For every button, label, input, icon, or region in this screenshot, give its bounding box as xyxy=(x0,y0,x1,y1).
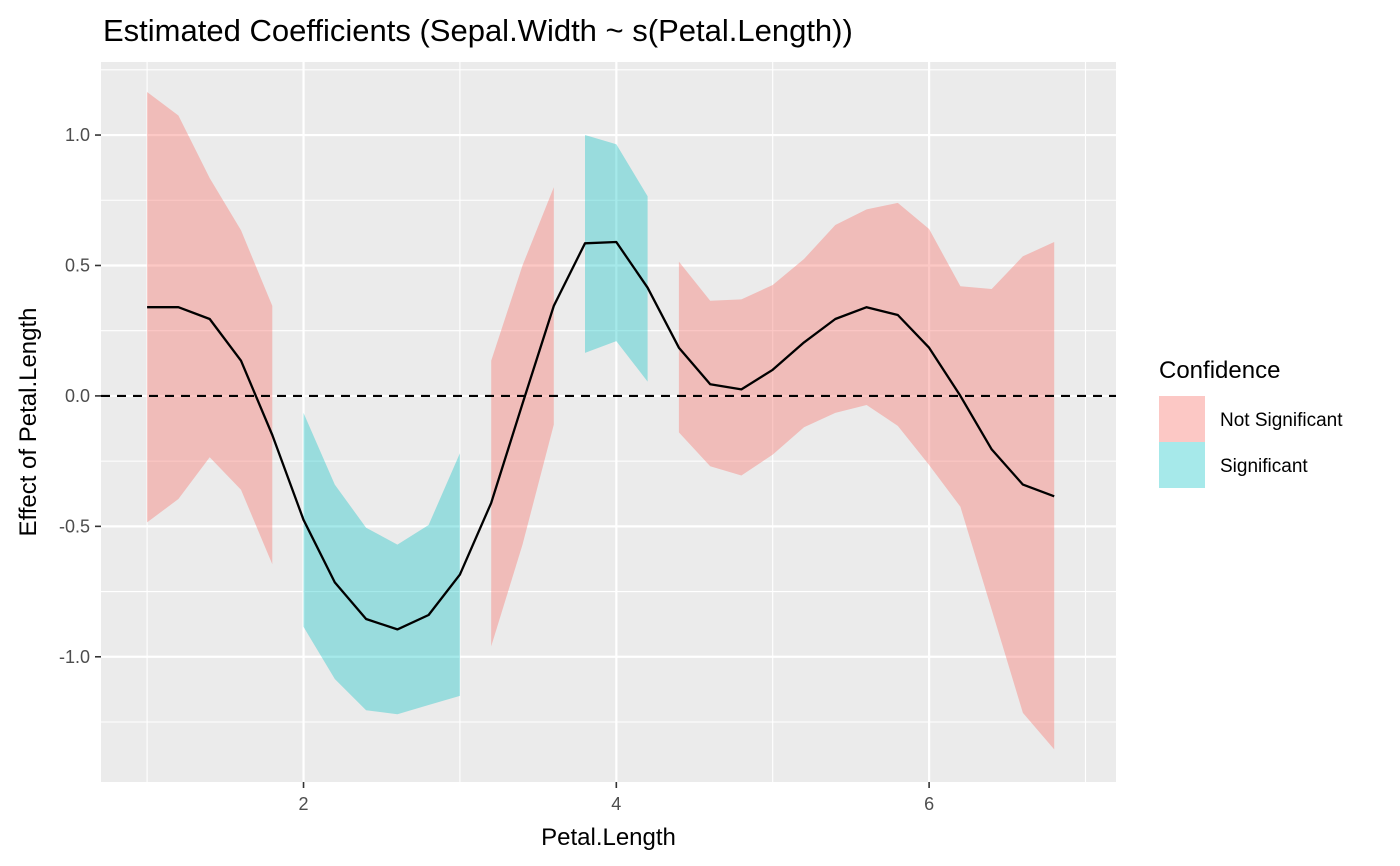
y-tick-label: 0.5 xyxy=(65,255,90,275)
band-not-significant-2 xyxy=(491,187,554,647)
y-tick-label: -1.0 xyxy=(59,647,90,667)
y-axis-title: Effect of Petal.Length xyxy=(15,307,42,536)
confidence-bands xyxy=(147,92,1055,750)
y-axis-ticks: -1.0 -0.5 0.0 0.5 1.0 xyxy=(59,125,101,667)
band-significant-1 xyxy=(303,412,460,715)
x-tick-label: 2 xyxy=(299,794,309,814)
x-axis-title: Petal.Length xyxy=(541,824,676,851)
legend-key-significant xyxy=(1159,442,1205,488)
legend-label-not-significant: Not Significant xyxy=(1220,410,1343,431)
legend-title: Confidence xyxy=(1159,357,1280,384)
x-tick-label: 6 xyxy=(924,794,934,814)
band-not-significant-4 xyxy=(678,202,1055,750)
y-tick-label: 1.0 xyxy=(65,125,90,145)
legend-key-not-significant xyxy=(1159,396,1205,442)
estimate-line-group xyxy=(147,240,1055,631)
legend: Confidence Not Significant Significant xyxy=(1159,357,1343,488)
legend-label-significant: Significant xyxy=(1220,456,1308,477)
major-gridlines xyxy=(101,62,1116,782)
estimate-line xyxy=(147,240,1055,631)
minor-gridlines xyxy=(101,62,1116,782)
chart-title: Estimated Coefficients (Sepal.Width ~ s(… xyxy=(103,13,853,48)
x-tick-label: 4 xyxy=(611,794,621,814)
y-tick-label: -0.5 xyxy=(59,516,90,536)
plot-panel xyxy=(101,62,1116,782)
x-axis-ticks: 2 4 6 xyxy=(299,782,934,814)
y-tick-label: 0.0 xyxy=(65,386,90,406)
band-not-significant-0 xyxy=(147,92,273,565)
band-significant-3 xyxy=(585,135,648,382)
